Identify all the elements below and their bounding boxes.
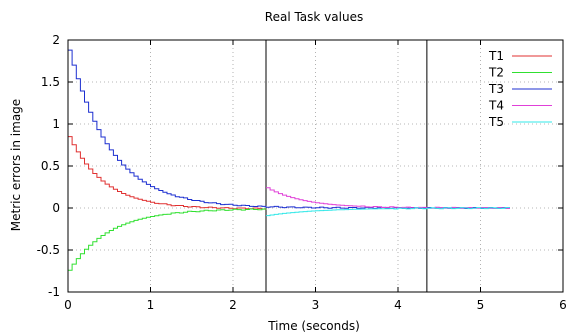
y-axis-label: Metric errors in image: [9, 99, 23, 231]
vertical-markers: [265, 40, 428, 292]
series-group: [68, 49, 510, 271]
tick-labels: 0 1 2 3 4 5 6 -1 -0.5 0 0.5 1 1.5 2: [37, 33, 567, 312]
legend-label-t1: T1: [488, 49, 504, 63]
x-tick-label: 1: [147, 298, 155, 312]
plot-frame: [67, 39, 564, 293]
y-tick-label: 2: [52, 33, 60, 47]
legend: T1 T2 T3 T4 T5: [488, 49, 552, 129]
y-tick-label: -1: [48, 285, 60, 299]
legend-label-t2: T2: [488, 66, 504, 80]
series-line-t1: [68, 136, 267, 210]
y-tick-label: 1.5: [41, 75, 60, 89]
x-axis-label: Time (seconds): [267, 319, 360, 333]
series-line-t2: [68, 208, 267, 271]
y-tick-label: 0: [52, 201, 60, 215]
x-tick-label: 0: [64, 298, 72, 312]
y-tick-label: 0.5: [41, 159, 60, 173]
series-line-t5: [266, 207, 510, 217]
legend-label-t3: T3: [488, 82, 504, 96]
x-tick-label: 5: [477, 298, 485, 312]
legend-label-t5: T5: [488, 115, 504, 129]
series-line-t4: [266, 187, 510, 209]
series-line-t3: [68, 49, 510, 209]
legend-label-t4: T4: [488, 99, 504, 113]
y-tick-label: -0.5: [37, 243, 60, 257]
x-tick-label: 4: [394, 298, 402, 312]
x-tick-label: 6: [559, 298, 567, 312]
y-tick-label: 1: [52, 117, 60, 131]
chart-title: Real Task values: [265, 10, 363, 24]
x-tick-label: 3: [312, 298, 320, 312]
x-tick-label: 2: [229, 298, 237, 312]
